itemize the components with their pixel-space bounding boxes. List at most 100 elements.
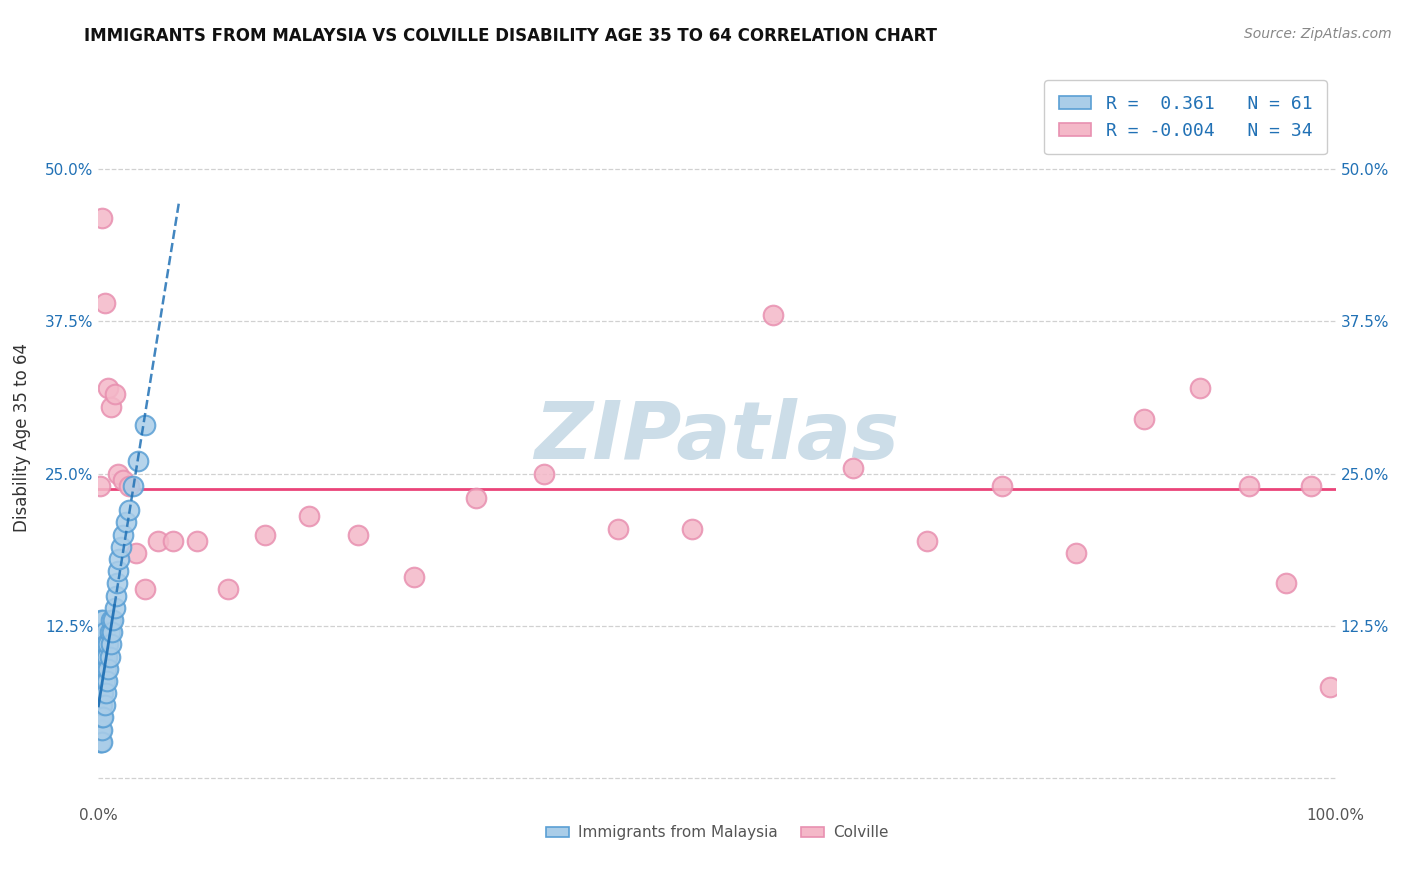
Point [91, 698, 114, 713]
Point [90, 723, 112, 737]
Point [97, 381, 120, 395]
Y-axis label: Disability Age 35 to 64: Disability Age 35 to 64 [13, 343, 31, 532]
Point [93, 673, 115, 688]
Point [90, 735, 112, 749]
Point [89, 673, 111, 688]
Point [96, 673, 118, 688]
Text: Source: ZipAtlas.com: Source: ZipAtlas.com [1244, 27, 1392, 41]
Point [134, 582, 156, 597]
Point [90, 613, 112, 627]
Point [103, 600, 125, 615]
Point [124, 546, 146, 560]
Point [127, 454, 149, 468]
Point [162, 533, 184, 548]
Point [89, 723, 111, 737]
Point [93, 710, 115, 724]
Point [254, 527, 277, 541]
Point [607, 521, 630, 535]
Point [97, 662, 120, 676]
Point [1237, 479, 1260, 493]
Point [103, 613, 125, 627]
Point [1275, 576, 1298, 591]
Point [112, 527, 135, 541]
Point [107, 564, 129, 578]
Point [402, 570, 425, 584]
Point [93, 637, 115, 651]
Point [122, 479, 145, 493]
Legend: Immigrants from Malaysia, Colville: Immigrants from Malaysia, Colville [540, 819, 894, 847]
Point [100, 400, 122, 414]
Point [1188, 381, 1211, 395]
Point [91, 723, 114, 737]
Point [1133, 412, 1156, 426]
Point [89, 637, 111, 651]
Point [98, 625, 121, 640]
Point [91, 673, 114, 688]
Point [347, 527, 370, 541]
Point [105, 576, 128, 591]
Point [186, 533, 208, 548]
Point [98, 649, 121, 664]
Point [89, 662, 111, 676]
Point [93, 625, 115, 640]
Point [464, 491, 486, 505]
Point [100, 613, 122, 627]
Point [93, 662, 115, 676]
Point [89, 625, 111, 640]
Point [93, 613, 115, 627]
Point [533, 467, 555, 481]
Point [681, 521, 703, 535]
Point [112, 473, 135, 487]
Point [842, 460, 865, 475]
Point [217, 582, 239, 597]
Point [101, 625, 124, 640]
Point [89, 479, 111, 493]
Point [89, 649, 111, 664]
Point [97, 637, 120, 651]
Point [90, 637, 112, 651]
Point [104, 589, 127, 603]
Point [89, 698, 111, 713]
Point [146, 533, 169, 548]
Point [90, 673, 112, 688]
Point [94, 686, 117, 700]
Text: IMMIGRANTS FROM MALAYSIA VS COLVILLE DISABILITY AGE 35 TO 64 CORRELATION CHART: IMMIGRANTS FROM MALAYSIA VS COLVILLE DIS… [84, 27, 938, 45]
Point [114, 516, 136, 530]
Point [96, 649, 118, 664]
Point [91, 686, 114, 700]
Point [1064, 546, 1087, 560]
Point [1299, 479, 1322, 493]
Text: ZIPatlas: ZIPatlas [534, 398, 900, 476]
Point [118, 503, 141, 517]
Point [89, 710, 111, 724]
Point [103, 387, 125, 401]
Point [91, 649, 114, 664]
Point [990, 479, 1012, 493]
Point [89, 735, 111, 749]
Point [94, 662, 117, 676]
Point [100, 637, 122, 651]
Point [110, 540, 132, 554]
Point [1319, 680, 1341, 694]
Point [118, 479, 141, 493]
Point [90, 686, 112, 700]
Point [298, 509, 321, 524]
Point [107, 467, 129, 481]
Point [108, 552, 131, 566]
Point [89, 686, 111, 700]
Point [93, 649, 115, 664]
Point [762, 308, 785, 322]
Point [90, 710, 112, 724]
Point [91, 625, 114, 640]
Point [91, 735, 114, 749]
Point [93, 686, 115, 700]
Point [94, 637, 117, 651]
Point [91, 710, 114, 724]
Point [90, 662, 112, 676]
Point [93, 698, 115, 713]
Point [917, 533, 939, 548]
Point [134, 417, 156, 432]
Point [93, 296, 115, 310]
Point [90, 698, 112, 713]
Point [91, 211, 114, 225]
